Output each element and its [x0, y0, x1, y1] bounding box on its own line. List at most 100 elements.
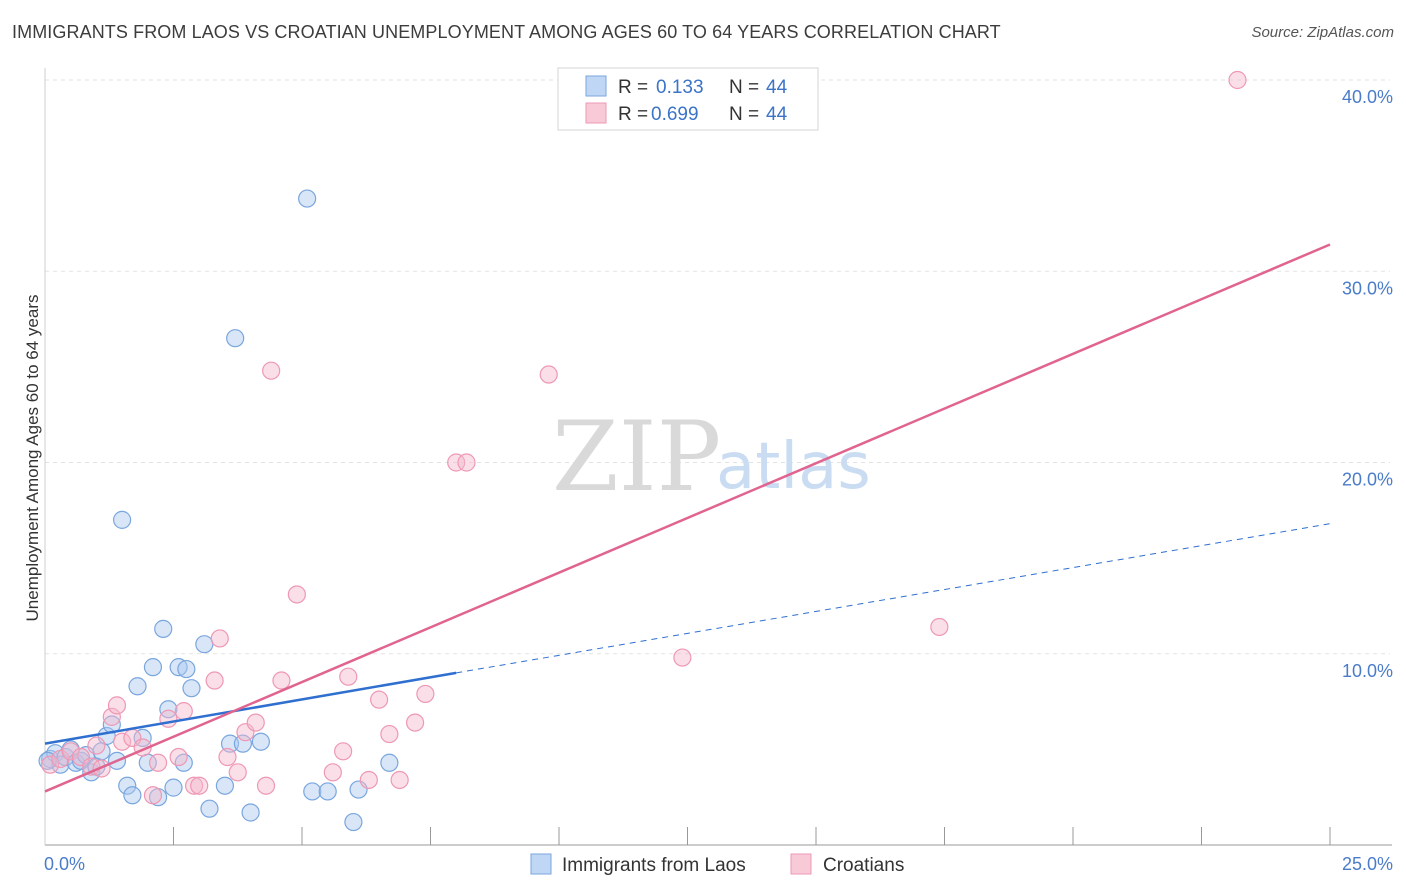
legend-r-value-laos: 0.133: [656, 77, 704, 98]
bottom-legend-label-laos: Immigrants from Laos: [562, 855, 746, 876]
croatian-point-33: [370, 690, 389, 709]
croatian-point-29: [323, 763, 342, 782]
y-tick-label-0: 10.0%: [1342, 661, 1393, 681]
croatian-point-7: [102, 707, 121, 726]
laos-point-36: [251, 732, 270, 751]
legend-n-label-laos: N =: [729, 77, 759, 98]
gridlines: [45, 79, 1390, 655]
laos-point-24: [164, 778, 183, 797]
croatian-point-39: [457, 453, 476, 472]
laos-point-22: [154, 619, 173, 638]
trendlines: [44, 243, 1331, 793]
laos-point-16: [123, 786, 142, 805]
legend-n-value-croatians: 44: [766, 104, 788, 125]
croatian-point-26: [262, 361, 281, 380]
laos-point-39: [318, 782, 337, 801]
croatian-point-20: [210, 629, 229, 648]
croatian-point-25: [256, 776, 276, 795]
y-tick-label-2: 30.0%: [1342, 278, 1393, 298]
croatian-point-1: [51, 749, 70, 769]
x-ticks: [173, 827, 1331, 845]
laos-point-35: [241, 803, 260, 822]
croatian-point-28: [287, 585, 306, 604]
croatian-point-9: [112, 732, 132, 751]
laos-point-23: [159, 700, 178, 719]
laos-point-14: [112, 510, 132, 529]
laos-trendline-solid: [44, 671, 457, 745]
laos-point-15: [118, 776, 137, 795]
laos-point-42: [380, 753, 399, 772]
watermark: ZIP atlas: [552, 401, 871, 513]
croatian-point-2: [61, 742, 80, 761]
source-attribution: Source: ZipAtlas.com: [1251, 24, 1394, 41]
laos-point-18: [133, 728, 152, 748]
croatian-point-14: [159, 709, 178, 728]
laos-point-29: [195, 635, 214, 654]
legend-r-label-croatians: R =: [618, 104, 648, 125]
legend-swatch-laos: [585, 75, 607, 97]
legend-r-value-croatians: 0.699: [651, 104, 699, 125]
croatian-point-16: [174, 702, 193, 721]
croatian-point-12: [143, 786, 163, 805]
laos-trendline-dashed: [456, 523, 1331, 674]
croatian-point-35: [390, 770, 409, 790]
y-axis-label: Unemployment Among Ages 60 to 64 years: [23, 295, 42, 622]
croatian-point-42: [930, 617, 949, 637]
croatian-point-31: [339, 667, 358, 686]
laos-point-30: [200, 799, 219, 818]
croatian-point-40: [539, 365, 558, 384]
laos-point-37: [298, 189, 317, 208]
croatian-point-21: [218, 747, 237, 767]
laos-point-1: [46, 744, 65, 763]
chart-title: IMMIGRANTS FROM LAOS VS CROATIAN UNEMPLO…: [12, 22, 1001, 42]
y-tick-label-1: 20.0%: [1342, 470, 1393, 490]
laos-point-27: [177, 659, 196, 679]
croatian-point-19: [205, 671, 224, 690]
laos-point-17: [128, 677, 147, 696]
laos-point-26: [174, 753, 193, 772]
croatian-point-34: [380, 724, 399, 744]
legend-swatch-croatians: [585, 102, 607, 124]
y-tick-labels: 10.0% 20.0% 30.0% 40.0%: [1342, 87, 1393, 681]
series-croatians: [41, 70, 1247, 805]
bottom-legend-swatch-croatians: [790, 853, 812, 875]
legend-n-value-laos: 44: [766, 77, 788, 98]
laos-point-38: [303, 782, 322, 801]
croatian-point-41: [673, 648, 692, 667]
bottom-legend-swatch-laos: [530, 853, 552, 875]
croatian-point-24: [246, 713, 265, 732]
watermark-zip-text: ZIP: [552, 401, 721, 513]
correlation-legend: R = 0.133 N = 44 R = 0.699 N = 44: [557, 67, 819, 131]
axes: [44, 68, 1392, 846]
x-tick-label-1: 25.0%: [1342, 854, 1393, 874]
x-tick-label-0: 0.0%: [44, 854, 85, 874]
croatian-point-37: [416, 684, 435, 704]
series-legend: Immigrants from Laos Croatians: [530, 853, 904, 876]
croatian-point-13: [148, 753, 168, 772]
laos-point-33: [226, 329, 245, 348]
x-tick-labels: 0.0% 25.0%: [44, 854, 1393, 874]
croatian-point-18: [190, 776, 209, 795]
laos-point-28: [182, 679, 201, 698]
legend-n-label-croatians: N =: [729, 104, 759, 125]
croatian-point-8: [107, 696, 127, 715]
legend-r-label-laos: R =: [618, 77, 648, 98]
laos-point-32: [220, 734, 240, 753]
croatian-point-30: [334, 742, 353, 761]
series-immigrants-from-laos: [38, 189, 399, 832]
croatian-point-5: [87, 736, 106, 755]
bottom-legend-label-croatians: Croatians: [823, 855, 904, 876]
croatian-point-22: [228, 763, 247, 782]
laos-point-34: [233, 734, 252, 753]
croatian-point-0: [41, 755, 60, 774]
croatian-point-38: [447, 453, 466, 472]
y-tick-label-3: 40.0%: [1342, 87, 1393, 107]
croatian-point-17: [184, 776, 204, 795]
croatian-point-27: [272, 671, 291, 690]
croatian-point-36: [405, 713, 425, 732]
laos-point-20: [143, 658, 163, 677]
laos-point-31: [215, 776, 234, 795]
croatian-point-43: [1228, 70, 1247, 90]
croatian-point-32: [359, 770, 378, 790]
croatian-trendline: [44, 243, 1331, 793]
